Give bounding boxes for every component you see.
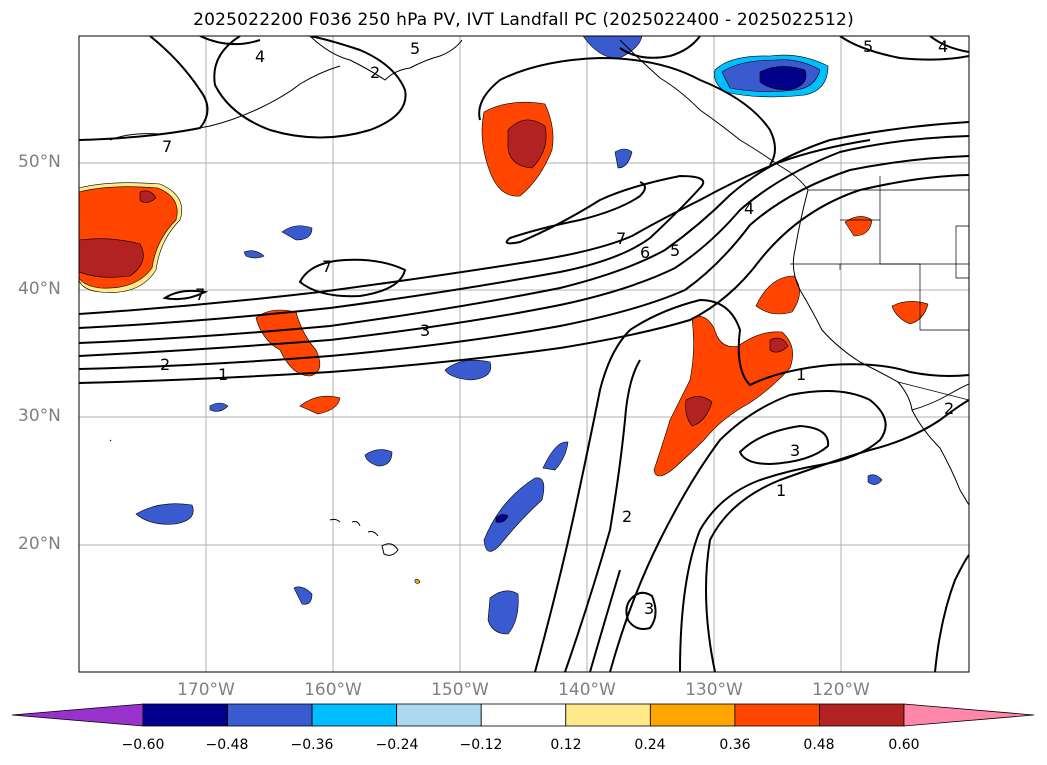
borders	[790, 176, 969, 401]
ivt-contours	[79, 36, 969, 672]
colorbar-segment	[142, 703, 228, 727]
contour-label: 1	[776, 481, 786, 500]
contour-2	[79, 155, 969, 370]
contour-3	[79, 135, 969, 357]
lon-label-140w: 140°W	[558, 680, 616, 700]
contour-label: 1	[218, 365, 228, 384]
lon-label-150w: 150°W	[431, 680, 489, 700]
colorbar-segment	[396, 703, 482, 727]
contour-ridge	[534, 298, 969, 672]
colorbar-tick: 0.60	[888, 737, 920, 753]
lon-label-170w: 170°W	[177, 680, 235, 700]
positive-anomalies	[79, 101, 929, 584]
colorbar-segment	[734, 703, 820, 727]
contour-label: 6	[640, 243, 650, 262]
contour-1	[79, 174, 969, 384]
contour-label: 4	[255, 47, 265, 66]
colorbar-tick: 0.48	[803, 737, 835, 753]
lat-label-20n: 20°N	[18, 534, 61, 554]
contour-label: 5	[410, 39, 420, 58]
lon-label-130w: 130°W	[685, 680, 743, 700]
colorbar-tick: 0.12	[550, 737, 582, 753]
colorbar-tick: −0.36	[290, 737, 334, 753]
contour-label: 7	[162, 137, 172, 156]
contour-label: 4	[744, 199, 754, 218]
colorbar-extend-low	[11, 703, 144, 727]
map-frame	[78, 35, 970, 673]
colorbar-segment	[311, 703, 398, 727]
colorbar-tick: −0.24	[375, 737, 419, 753]
map-title: 2025022200 F036 250 hPa PV, IVT Landfall…	[193, 10, 854, 30]
hawaii	[329, 518, 399, 556]
west-coast	[792, 189, 969, 506]
alaska-coast	[309, 36, 463, 81]
contour-label: 2	[160, 355, 170, 374]
colorbar-tick: −0.48	[205, 737, 249, 753]
colorbar-segment	[649, 703, 736, 727]
contour-label: 2	[370, 63, 380, 82]
contour-label: 3	[644, 599, 654, 618]
contour-label: 2	[622, 507, 632, 526]
colorbar-extend-high	[903, 703, 1035, 727]
contour-label: 7	[616, 229, 626, 248]
pos-blob-ar	[653, 316, 793, 477]
contour-label: 2	[944, 399, 954, 418]
contour-7-west	[298, 258, 407, 298]
contour-label: 7	[322, 257, 332, 276]
lat-label-50n: 50°N	[18, 152, 61, 172]
lat-label-30n: 30°N	[18, 406, 61, 426]
colorbar-segment	[565, 703, 651, 727]
colorbar-segment	[819, 703, 905, 727]
bc-coast	[619, 39, 809, 191]
colorbar-tick: −0.60	[121, 737, 165, 753]
contour-label: 4	[938, 37, 948, 56]
colorbar-tick: −0.12	[459, 737, 503, 753]
lon-label-160w: 160°W	[304, 680, 362, 700]
contour-label: 1	[796, 365, 806, 384]
contour-label: 3	[420, 321, 430, 340]
contour-labels: 4 5 5 4 7 7 7 7 6 5 4 3 2 1 1 3 2 1 2 3 …	[160, 37, 954, 618]
lat-label-40n: 40°N	[18, 279, 61, 299]
colorbar-segment	[227, 703, 313, 727]
coastlines	[109, 36, 969, 556]
lon-label-120w: 120°W	[812, 680, 870, 700]
contour-label: 5	[863, 37, 873, 56]
contour-label: 7	[195, 285, 205, 304]
negative-anomalies	[135, 36, 883, 635]
colorbar-tick: 0.36	[719, 737, 751, 753]
colorbar-tick: 0.24	[634, 737, 666, 753]
contour-label: 5	[670, 241, 680, 260]
colorbar-segment	[480, 703, 567, 727]
colorbar	[11, 703, 1035, 727]
contour-label: 3	[790, 441, 800, 460]
